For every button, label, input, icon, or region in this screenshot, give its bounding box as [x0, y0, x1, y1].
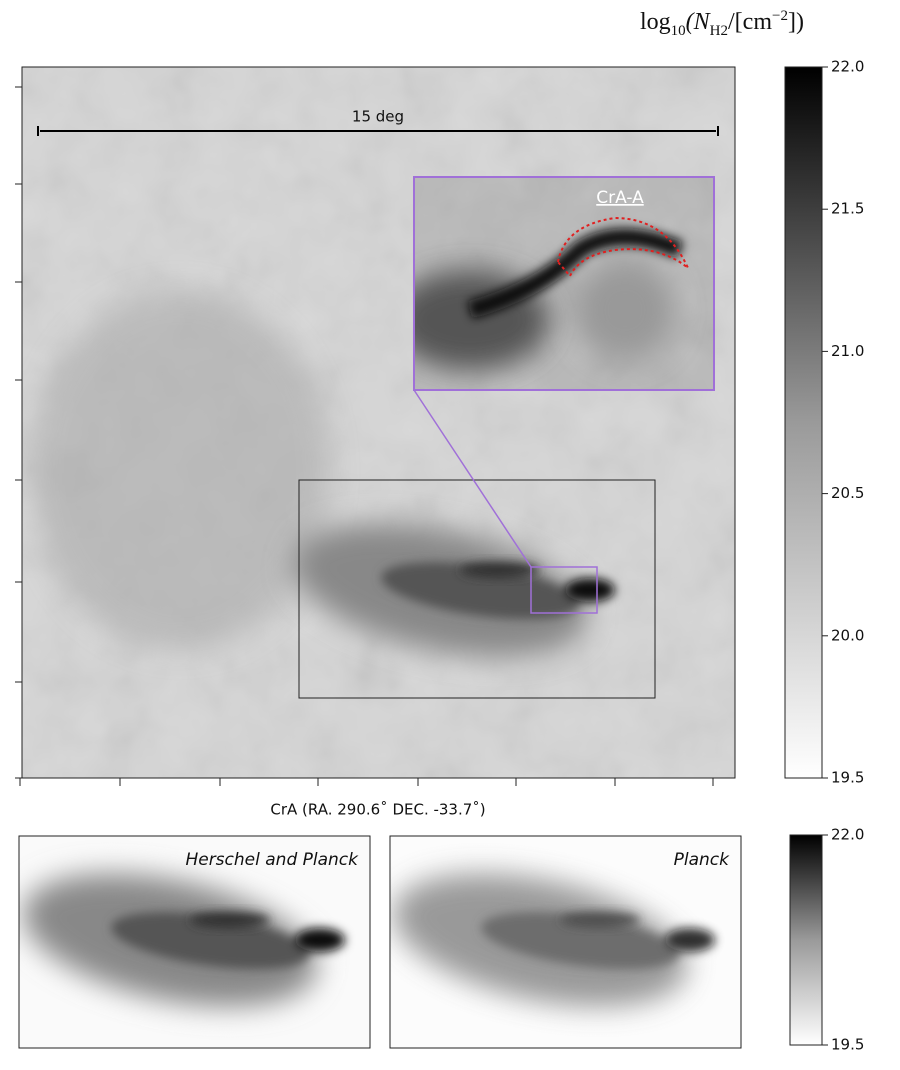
- panel-title: Herschel and Planck: [185, 850, 359, 870]
- inset-box: [530, 566, 598, 614]
- inset-connector: [413, 389, 532, 568]
- label-part: −2: [772, 8, 788, 24]
- panel-title: Planck: [674, 850, 731, 870]
- colorbar-tick-label: 20.5: [831, 484, 864, 502]
- colorbar-tick-label: 19.5: [831, 769, 864, 787]
- bottom-image: [19, 836, 370, 1048]
- label-part: /[cm: [728, 9, 772, 35]
- colorbar: [784, 66, 823, 779]
- label-part: ]): [787, 9, 804, 35]
- inset-label: CrA-A: [596, 188, 644, 208]
- label-part: H2: [709, 22, 729, 39]
- colorbar-tick-label: 20.0: [831, 626, 864, 644]
- colorbar-tick-label: 22.0: [831, 826, 864, 844]
- main-frame: [21, 66, 736, 779]
- scale-bar-label: 15 deg: [352, 108, 404, 126]
- colorbar: [789, 834, 823, 1046]
- colorbar-tick-label: 22.0: [831, 58, 864, 76]
- label-part: log: [640, 9, 671, 35]
- label-part: 10: [670, 22, 686, 39]
- bottom-image: [390, 836, 741, 1048]
- label-part: (N: [685, 9, 710, 35]
- colorbar-tick-label: 21.0: [831, 342, 864, 360]
- x-axis-label: CrA (RA. 290.6˚ DEC. -33.7˚): [270, 801, 485, 819]
- colorbar-label: log10(NH2/[cm−2]): [640, 8, 804, 40]
- zoom-box: [298, 479, 656, 699]
- colorbar-tick-label: 21.5: [831, 200, 864, 218]
- axis-ticks: [15, 86, 714, 786]
- inset-image: [414, 177, 714, 390]
- colorbar-tick-label: 19.5: [831, 1036, 864, 1054]
- main-image: [22, 67, 735, 778]
